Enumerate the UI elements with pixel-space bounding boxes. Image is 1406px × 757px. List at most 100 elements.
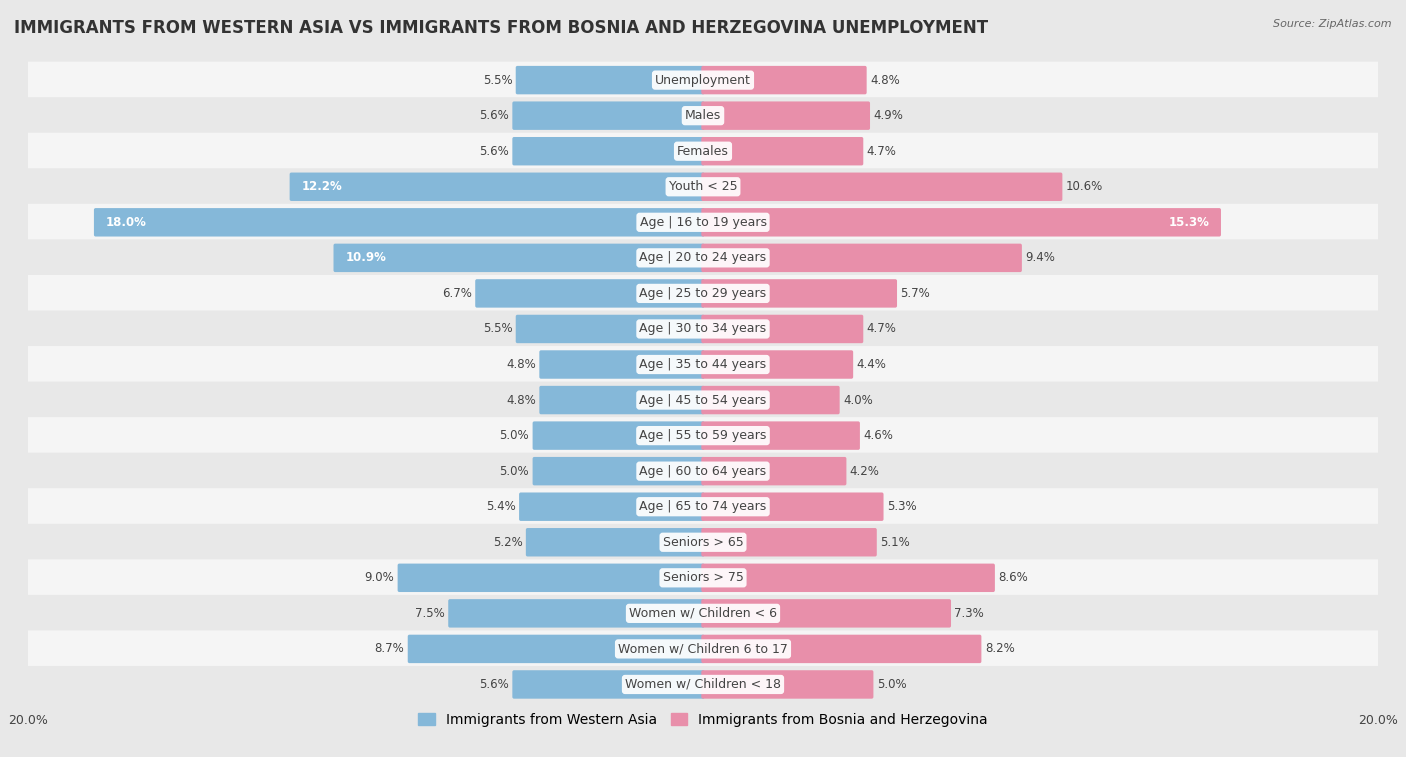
Text: 9.4%: 9.4% [1025,251,1054,264]
Legend: Immigrants from Western Asia, Immigrants from Bosnia and Herzegovina: Immigrants from Western Asia, Immigrants… [412,707,994,733]
Text: 5.6%: 5.6% [479,145,509,157]
Text: 6.7%: 6.7% [441,287,472,300]
FancyBboxPatch shape [540,386,704,414]
Text: 4.0%: 4.0% [844,394,873,407]
FancyBboxPatch shape [28,168,1378,205]
Text: 5.5%: 5.5% [482,73,512,86]
FancyBboxPatch shape [702,564,995,592]
Text: Women w/ Children < 6: Women w/ Children < 6 [628,607,778,620]
FancyBboxPatch shape [333,244,704,272]
FancyBboxPatch shape [702,279,897,307]
FancyBboxPatch shape [702,244,1022,272]
FancyBboxPatch shape [516,315,704,343]
FancyBboxPatch shape [28,382,1378,419]
Text: 5.0%: 5.0% [499,429,529,442]
Text: 4.2%: 4.2% [849,465,880,478]
Text: Seniors > 75: Seniors > 75 [662,572,744,584]
Text: 5.6%: 5.6% [479,109,509,122]
Text: Age | 60 to 64 years: Age | 60 to 64 years [640,465,766,478]
FancyBboxPatch shape [28,239,1378,276]
Text: 5.3%: 5.3% [887,500,917,513]
FancyBboxPatch shape [702,634,981,663]
FancyBboxPatch shape [28,453,1378,490]
Text: 5.4%: 5.4% [486,500,516,513]
Text: Women w/ Children < 18: Women w/ Children < 18 [626,678,780,691]
Text: 10.9%: 10.9% [346,251,387,264]
FancyBboxPatch shape [28,488,1378,525]
Text: Age | 65 to 74 years: Age | 65 to 74 years [640,500,766,513]
FancyBboxPatch shape [28,417,1378,454]
Text: 5.2%: 5.2% [492,536,523,549]
FancyBboxPatch shape [526,528,704,556]
FancyBboxPatch shape [28,132,1378,170]
FancyBboxPatch shape [28,631,1378,668]
FancyBboxPatch shape [28,559,1378,597]
FancyBboxPatch shape [28,524,1378,561]
Text: Source: ZipAtlas.com: Source: ZipAtlas.com [1274,19,1392,29]
Text: Age | 16 to 19 years: Age | 16 to 19 years [640,216,766,229]
Text: Age | 20 to 24 years: Age | 20 to 24 years [640,251,766,264]
FancyBboxPatch shape [702,66,866,95]
FancyBboxPatch shape [702,670,873,699]
FancyBboxPatch shape [516,66,704,95]
Text: 8.7%: 8.7% [374,643,405,656]
FancyBboxPatch shape [702,137,863,166]
FancyBboxPatch shape [408,634,704,663]
Text: Age | 55 to 59 years: Age | 55 to 59 years [640,429,766,442]
FancyBboxPatch shape [519,493,704,521]
Text: 5.0%: 5.0% [877,678,907,691]
Text: 4.9%: 4.9% [873,109,903,122]
FancyBboxPatch shape [28,310,1378,347]
Text: Age | 35 to 44 years: Age | 35 to 44 years [640,358,766,371]
FancyBboxPatch shape [94,208,704,236]
FancyBboxPatch shape [512,101,704,130]
Text: 4.7%: 4.7% [866,322,897,335]
FancyBboxPatch shape [28,346,1378,383]
FancyBboxPatch shape [702,422,860,450]
Text: 5.0%: 5.0% [499,465,529,478]
FancyBboxPatch shape [540,350,704,378]
FancyBboxPatch shape [702,315,863,343]
Text: 9.0%: 9.0% [364,572,394,584]
FancyBboxPatch shape [290,173,704,201]
Text: Females: Females [678,145,728,157]
Text: 4.8%: 4.8% [506,394,536,407]
FancyBboxPatch shape [702,350,853,378]
FancyBboxPatch shape [512,670,704,699]
Text: 5.5%: 5.5% [482,322,512,335]
FancyBboxPatch shape [702,386,839,414]
FancyBboxPatch shape [28,666,1378,703]
FancyBboxPatch shape [28,275,1378,312]
Text: 8.6%: 8.6% [998,572,1028,584]
Text: Age | 45 to 54 years: Age | 45 to 54 years [640,394,766,407]
Text: IMMIGRANTS FROM WESTERN ASIA VS IMMIGRANTS FROM BOSNIA AND HERZEGOVINA UNEMPLOYM: IMMIGRANTS FROM WESTERN ASIA VS IMMIGRAN… [14,19,988,37]
FancyBboxPatch shape [702,173,1063,201]
Text: 5.1%: 5.1% [880,536,910,549]
FancyBboxPatch shape [28,595,1378,632]
FancyBboxPatch shape [398,564,704,592]
FancyBboxPatch shape [702,101,870,130]
Text: 4.8%: 4.8% [506,358,536,371]
Text: 4.7%: 4.7% [866,145,897,157]
FancyBboxPatch shape [28,61,1378,98]
FancyBboxPatch shape [702,599,950,628]
Text: 8.2%: 8.2% [984,643,1015,656]
Text: 4.8%: 4.8% [870,73,900,86]
Text: 7.3%: 7.3% [955,607,984,620]
Text: 18.0%: 18.0% [105,216,146,229]
FancyBboxPatch shape [449,599,704,628]
FancyBboxPatch shape [28,204,1378,241]
Text: 7.5%: 7.5% [415,607,444,620]
Text: 15.3%: 15.3% [1168,216,1209,229]
Text: 4.4%: 4.4% [856,358,886,371]
Text: 4.6%: 4.6% [863,429,893,442]
Text: 10.6%: 10.6% [1066,180,1102,193]
FancyBboxPatch shape [533,422,704,450]
FancyBboxPatch shape [475,279,704,307]
FancyBboxPatch shape [702,208,1220,236]
Text: Age | 25 to 29 years: Age | 25 to 29 years [640,287,766,300]
FancyBboxPatch shape [702,457,846,485]
Text: 5.7%: 5.7% [900,287,931,300]
FancyBboxPatch shape [512,137,704,166]
FancyBboxPatch shape [702,528,877,556]
